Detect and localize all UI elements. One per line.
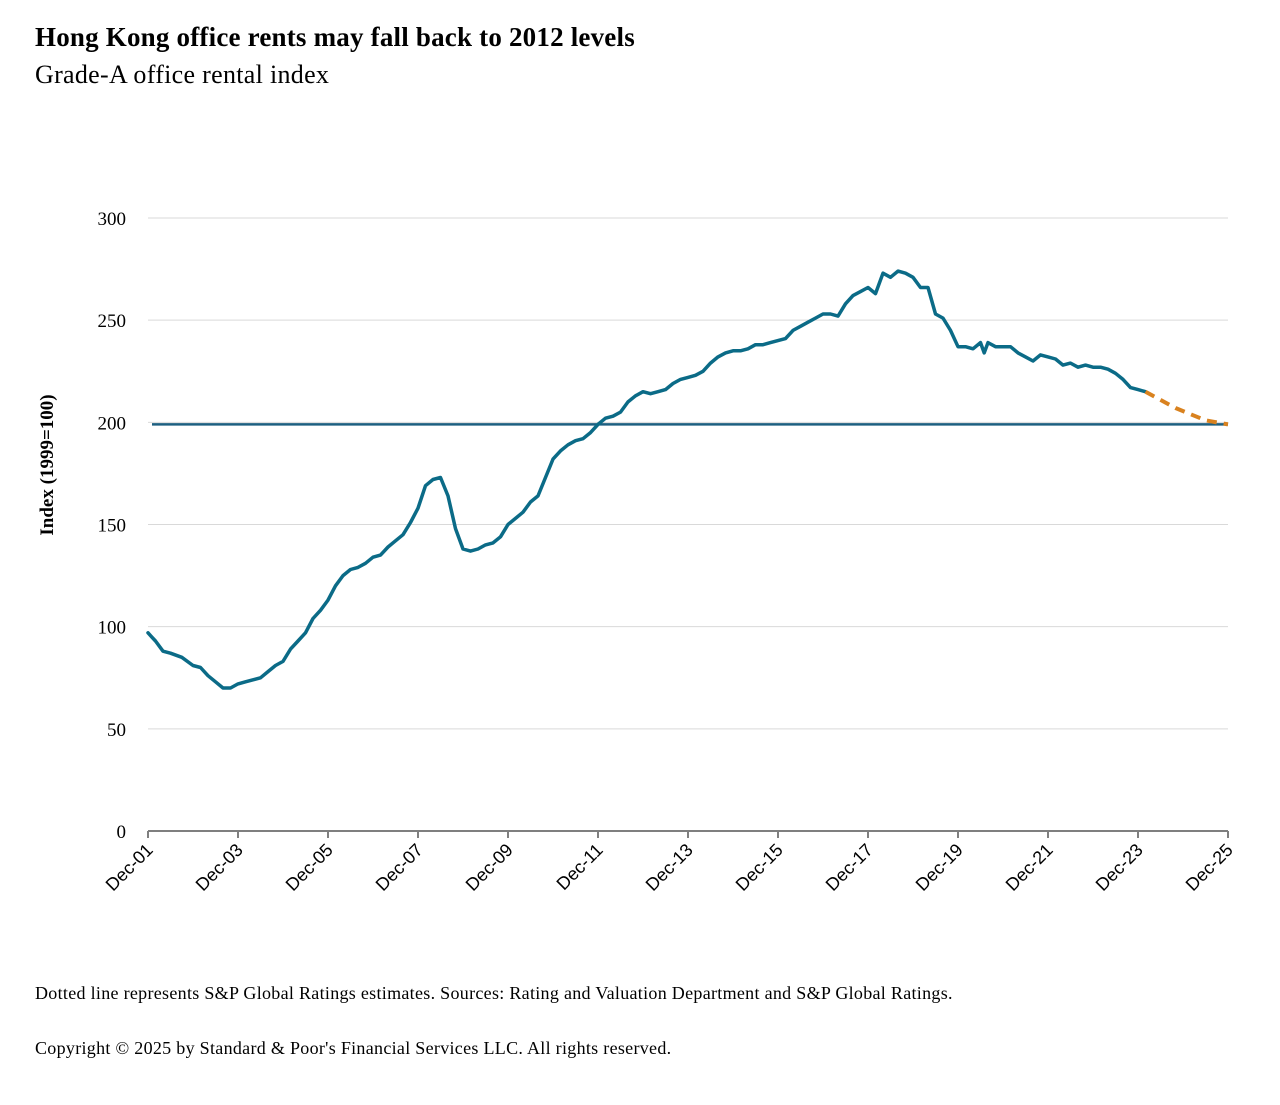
y-tick-label: 150 bbox=[98, 516, 127, 537]
x-tick-label: Dec-09 bbox=[462, 840, 517, 895]
footnote: Dotted line represents S&P Global Rating… bbox=[35, 983, 953, 1003]
y-tick-label: 100 bbox=[98, 618, 127, 639]
y-tick-label: 250 bbox=[98, 311, 127, 332]
x-axis-ticks: Dec-01 Dec-03 Dec-05 Dec-07 Dec-09 Dec-11 Dec-… bbox=[102, 831, 1237, 895]
x-tick-label: Dec-23 bbox=[1092, 840, 1147, 895]
gridlines bbox=[148, 217, 1228, 730]
chart-title: Hong Kong office rents may fall back to … bbox=[35, 22, 635, 52]
x-tick-label: Dec-25 bbox=[1182, 840, 1237, 895]
actual-series-line bbox=[146, 269, 1148, 690]
estimate-series-line bbox=[1144, 389, 1229, 427]
x-tick-label: Dec-19 bbox=[912, 840, 967, 895]
x-tick-label: Dec-01 bbox=[102, 840, 157, 895]
x-tick-label: Dec-11 bbox=[553, 840, 607, 894]
x-tick-label: Dec-05 bbox=[282, 840, 337, 895]
y-tick-label: 200 bbox=[98, 413, 127, 434]
y-axis-ticks: 0 50 100 150 200 250 300 bbox=[98, 209, 127, 843]
y-tick-label: 300 bbox=[98, 209, 127, 230]
x-tick-label: Dec-03 bbox=[192, 840, 247, 895]
y-axis-label: Index (1999=100) bbox=[37, 394, 58, 535]
x-tick-label: Dec-17 bbox=[822, 840, 877, 895]
chart-subtitle: Grade-A office rental index bbox=[35, 60, 330, 89]
copyright: Copyright © 2025 by Standard & Poor's Fi… bbox=[35, 1038, 672, 1058]
x-tick-label: Dec-07 bbox=[372, 840, 427, 895]
x-tick-label: Dec-15 bbox=[732, 840, 787, 895]
x-tick-label: Dec-21 bbox=[1002, 840, 1057, 895]
y-tick-label: 0 bbox=[117, 822, 127, 843]
series-layer bbox=[146, 269, 1229, 690]
x-tick-label: Dec-13 bbox=[642, 840, 697, 895]
y-tick-label: 50 bbox=[107, 720, 126, 741]
